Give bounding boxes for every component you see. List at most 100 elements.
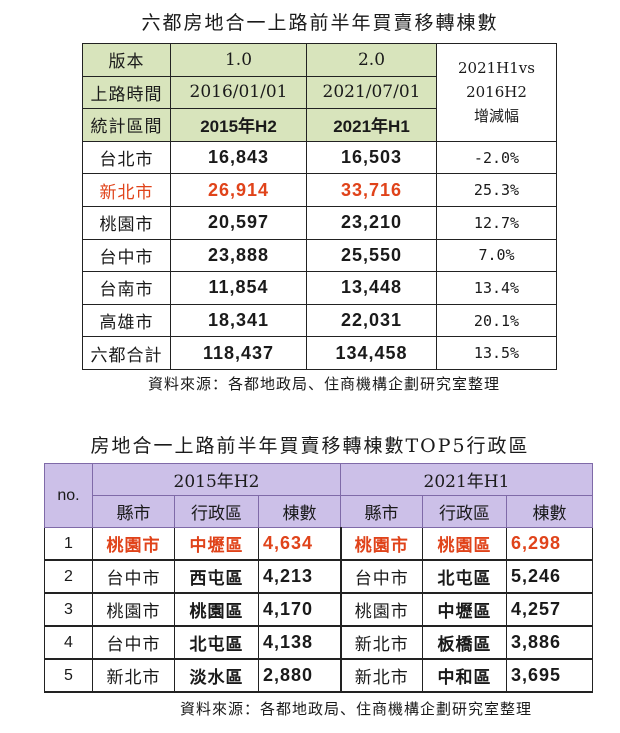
b-district-cell: 桃園區 [422, 527, 507, 561]
change-cell: 13.4% [436, 271, 557, 305]
count-2015-cell: 118,437 [170, 336, 307, 370]
count-2021-cell: 16,503 [306, 140, 437, 175]
change-cell: 20.1% [436, 303, 557, 338]
city-cell: 六都合計 [82, 336, 171, 370]
header-period-a: 2015年H2 [92, 463, 341, 496]
table-row: 台北市 16,843 16,503 -2.0% [82, 140, 557, 175]
a-district-cell: 北屯區 [174, 626, 259, 660]
table-row: 台南市 11,854 13,448 13.4% [82, 271, 557, 305]
b-count-cell: 4,257 [506, 593, 593, 627]
table2-title: 房地合一上路前半年買賣移轉棟數TOP5行政區 [90, 435, 530, 457]
b-count-cell: 3,695 [506, 659, 593, 693]
count-2021-cell: 22,031 [306, 303, 437, 338]
header-row-period: no. 2015年H2 2021年H1 [44, 463, 593, 528]
b-count-cell: 3,886 [506, 626, 593, 660]
city-cell: 台中市 [82, 238, 171, 273]
b-district-cell: 中和區 [422, 659, 507, 693]
header-a-district: 行政區 [174, 495, 259, 528]
b-city-cell: 新北市 [339, 659, 423, 693]
change-cell: -2.0% [436, 140, 557, 175]
header-label-version: 版本 [82, 43, 171, 77]
table1-source: 資料來源：各都地政局、住商機構企劃研究室整理 [148, 375, 501, 393]
rank-cell: 1 [44, 527, 93, 561]
table-row-total: 六都合計 118,437 134,458 13.5% [82, 336, 557, 370]
header-row-period: 統計區間 2015年H2 2021年H1 [82, 108, 557, 142]
table-row: 台中市 23,888 25,550 7.0% [82, 238, 557, 273]
header-period-1: 2015年H2 [170, 108, 307, 142]
table-row: 5 新北市 淡水區 2,880 新北市 中和區 3,695 [44, 659, 593, 693]
table-row: 1 桃園市 中壢區 4,634 桃園市 桃園區 6,298 [44, 527, 593, 561]
table1-title: 六都房地合一上路前半年買賣移轉棟數 [141, 12, 499, 34]
header-label-launch: 上路時間 [82, 75, 171, 110]
change-cell: 7.0% [436, 238, 557, 273]
count-2015-cell: 20,597 [170, 205, 307, 240]
b-city-cell: 桃園市 [339, 593, 423, 627]
header-b-count: 棟數 [506, 495, 593, 528]
count-2021-cell: 134,458 [306, 336, 437, 370]
city-cell: 台北市 [82, 140, 171, 175]
city-cell: 高雄市 [82, 303, 171, 338]
count-2015-cell: 23,888 [170, 238, 307, 273]
header-change-line1: 2021H1vs [458, 59, 535, 78]
header-no: no. [44, 463, 93, 528]
count-2015-cell: 18,341 [170, 303, 307, 338]
count-2021-cell: 33,716 [306, 173, 437, 207]
count-2015-cell: 11,854 [170, 271, 307, 305]
header-row-version: 版本 1.0 2.0 2021H1vs 2016H2 增減幅 [82, 43, 557, 142]
header-row-launch: 上路時間 2016/01/01 2021/07/01 [82, 75, 557, 110]
header-version-2: 2.0 [306, 43, 437, 77]
table-row: 2 台中市 西屯區 4,213 台中市 北屯區 5,246 [44, 560, 593, 594]
count-2021-cell: 13,448 [306, 271, 437, 305]
table-row: 3 桃園市 桃園區 4,170 桃園市 中壢區 4,257 [44, 593, 593, 627]
b-count-cell: 5,246 [506, 560, 593, 594]
header-period-2: 2021年H1 [306, 108, 437, 142]
rank-cell: 4 [44, 626, 93, 660]
a-district-cell: 中壢區 [174, 527, 259, 561]
a-city-cell: 台中市 [92, 560, 175, 594]
b-district-cell: 中壢區 [422, 593, 507, 627]
rank-cell: 5 [44, 659, 93, 693]
a-count-cell: 4,170 [258, 593, 341, 627]
a-district-cell: 淡水區 [174, 659, 259, 693]
table-row: 高雄市 18,341 22,031 20.1% [82, 303, 557, 338]
b-district-cell: 板橋區 [422, 626, 507, 660]
header-launch-1: 2016/01/01 [170, 75, 307, 110]
change-cell: 12.7% [436, 205, 557, 240]
six-cities-transfer-table: 版本 1.0 2.0 2021H1vs 2016H2 增減幅 上路時間 2016… [82, 43, 557, 370]
a-count-cell: 4,213 [258, 560, 341, 594]
top5-district-table: no. 2015年H2 2021年H1 縣市 行政區 棟數 縣市 行政區 棟數 … [44, 463, 593, 693]
table-row: 桃園市 20,597 23,210 12.7% [82, 205, 557, 240]
city-cell: 台南市 [82, 271, 171, 305]
count-2015-cell: 26,914 [170, 173, 307, 207]
change-cell: 13.5% [436, 336, 557, 370]
table2-source: 資料來源：各都地政局、住商機構企劃研究室整理 [180, 700, 533, 718]
rank-cell: 2 [44, 560, 93, 594]
header-b-city: 縣市 [340, 495, 423, 528]
city-cell: 桃園市 [82, 205, 171, 240]
header-period-b: 2021年H1 [340, 463, 593, 496]
header-change-line3: 增減幅 [473, 107, 519, 126]
b-district-cell: 北屯區 [422, 560, 507, 594]
count-2021-cell: 23,210 [306, 205, 437, 240]
a-city-cell: 桃園市 [92, 593, 175, 627]
header-row-columns: 縣市 行政區 棟數 縣市 行政區 棟數 [45, 495, 593, 528]
a-city-cell: 新北市 [92, 659, 175, 693]
b-city-cell: 台中市 [339, 560, 423, 594]
header-change-line2: 2016H2 [466, 83, 527, 102]
change-cell: 25.3% [436, 173, 557, 207]
city-cell: 新北市 [82, 173, 171, 207]
header-b-district: 行政區 [422, 495, 507, 528]
header-launch-2: 2021/07/01 [306, 75, 437, 110]
header-version-1: 1.0 [170, 43, 307, 77]
header-a-city: 縣市 [92, 495, 175, 528]
table-row: 新北市 26,914 33,716 25.3% [82, 173, 557, 207]
count-2021-cell: 25,550 [306, 238, 437, 273]
header-label-period: 統計區間 [82, 108, 171, 142]
a-city-cell: 台中市 [92, 626, 175, 660]
rank-cell: 3 [44, 593, 93, 627]
a-city-cell: 桃園市 [92, 527, 175, 561]
a-count-cell: 4,138 [258, 626, 341, 660]
header-change: 2021H1vs 2016H2 增減幅 [436, 43, 557, 142]
table-row: 4 台中市 北屯區 4,138 新北市 板橋區 3,886 [44, 626, 593, 660]
count-2015-cell: 16,843 [170, 140, 307, 175]
